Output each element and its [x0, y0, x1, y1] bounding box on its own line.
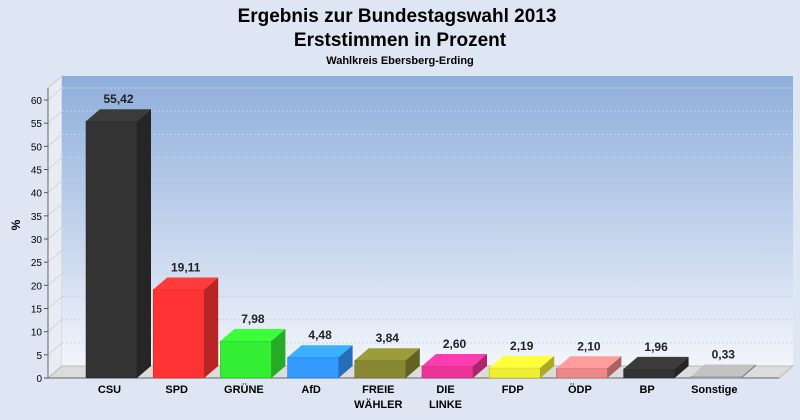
bar-side [338, 345, 353, 378]
x-tick-label: GRÜNE [224, 383, 264, 396]
bar-side [674, 356, 689, 378]
gridline-side [47, 319, 63, 333]
bar-top [354, 348, 420, 361]
bar-side [204, 277, 219, 378]
y-tick-label: 5 [36, 351, 42, 362]
chart-title-line2: Erststimmen in Prozent [294, 30, 507, 51]
data-label: 3,84 [376, 331, 400, 345]
gridline-side [47, 203, 63, 217]
bar [690, 376, 743, 379]
gridline-side [47, 157, 63, 170]
plot-area: 0 5 10 15 20 25 30 35 40 45 50 55 60 55,42 CSU 19,11 SPD… [31, 74, 795, 411]
bar-side [540, 355, 555, 378]
gridline-side [47, 342, 63, 356]
data-label: 55,42 [103, 92, 133, 106]
bar-side [405, 348, 420, 378]
y-axis-label: % [9, 219, 23, 230]
bar [85, 120, 138, 379]
gridline-side [47, 296, 63, 309]
bar [287, 356, 339, 379]
y-tick-label: 50 [31, 142, 43, 153]
x-tick-label-line2: LINKE [429, 399, 462, 411]
bar-top [489, 355, 555, 368]
gridline-side [47, 110, 63, 124]
gridline-side [47, 87, 63, 101]
gridline-side [47, 133, 63, 147]
bar-side [741, 364, 756, 378]
bar-top [287, 345, 353, 358]
bar-side [473, 353, 487, 378]
bar-top [86, 109, 151, 122]
data-label: 2,19 [510, 339, 534, 353]
data-label: 7,98 [241, 312, 265, 326]
data-label: 2,60 [443, 337, 467, 351]
y-tick-label: 35 [31, 212, 43, 223]
y-tick-label: 15 [31, 305, 43, 316]
bar-side [137, 109, 151, 378]
bar-top [220, 329, 286, 342]
y-tick-label: 20 [31, 281, 43, 292]
x-tick-label-line2: WÄHLER [354, 398, 402, 411]
x-tick-label: AfD [301, 384, 321, 396]
x-tick-label: CSU [98, 384, 121, 396]
x-tick-label: Sonstige [691, 384, 737, 396]
y-tick-label: 60 [31, 96, 43, 107]
bar-side [271, 329, 286, 378]
y-tick-label: 25 [31, 258, 43, 269]
bar-top [556, 356, 622, 369]
gridline-side [47, 272, 63, 286]
x-tick-label: SPD [165, 384, 188, 396]
chart-subtitle: Wahlkreis Ebersberg-Erding [326, 55, 474, 67]
bar [488, 367, 541, 379]
bar-top [623, 356, 689, 369]
bar-side [607, 356, 622, 378]
y-tick-label: 30 [31, 235, 43, 246]
x-tick-label: FREIE [362, 384, 394, 396]
y-tick-label: 40 [31, 189, 43, 200]
bar-top [422, 353, 487, 366]
y-tick-label: 55 [31, 119, 43, 130]
x-tick-label: FDP [502, 384, 524, 396]
y-tick-label: 45 [31, 166, 43, 177]
bar-top [690, 364, 756, 377]
y-tick-label: 10 [31, 328, 43, 339]
data-label: 1,96 [644, 340, 668, 354]
gridline-side [47, 249, 63, 263]
y-tick-label: 0 [36, 374, 42, 385]
bar [421, 365, 474, 379]
bar [220, 340, 272, 379]
data-label: 19,11 [171, 260, 201, 274]
bar [152, 289, 205, 379]
bar [354, 359, 407, 379]
gridline-side [47, 180, 63, 194]
gridline-side [47, 226, 63, 240]
x-tick-label: DIE [436, 384, 454, 396]
x-tick-label: BP [639, 384, 654, 396]
x-tick-label: ÖDP [568, 383, 592, 396]
data-label: 2,10 [577, 339, 601, 353]
bar [623, 368, 675, 379]
bar [556, 368, 608, 379]
bar-top [153, 277, 219, 290]
data-label: 0,33 [712, 347, 736, 361]
chart-title: Ergebnis zur Bundestagswahl 2013 [238, 6, 557, 27]
data-label: 4,48 [308, 328, 332, 342]
